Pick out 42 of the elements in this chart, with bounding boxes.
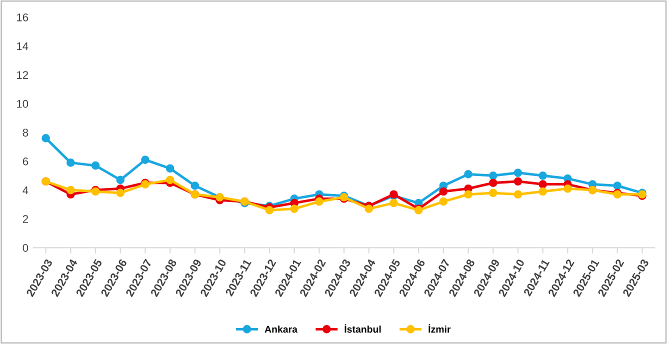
point xyxy=(315,197,324,206)
point xyxy=(538,171,547,180)
point xyxy=(66,158,75,167)
point xyxy=(66,186,75,194)
y-tick-label: 2 xyxy=(22,215,28,223)
legend-label: Ankara xyxy=(264,326,298,333)
point xyxy=(116,188,125,198)
y-tick-label: 8 xyxy=(22,128,28,137)
point xyxy=(166,176,174,184)
point xyxy=(514,177,522,186)
y-tick-label: 4 xyxy=(22,186,28,194)
point xyxy=(488,188,498,198)
y-tick-label: 14 xyxy=(17,42,28,50)
point xyxy=(42,134,50,142)
point xyxy=(464,190,472,199)
point xyxy=(290,204,298,213)
point xyxy=(190,182,200,190)
legend-label: İstanbul xyxy=(344,324,381,333)
point xyxy=(91,161,100,170)
y-tick-label: 0 xyxy=(22,244,28,252)
point xyxy=(488,178,498,188)
point xyxy=(364,204,374,213)
point xyxy=(166,164,174,173)
point xyxy=(439,187,448,196)
y-tick-label: 16 xyxy=(17,13,28,22)
point xyxy=(141,156,150,164)
y-tick-label: 6 xyxy=(22,158,28,166)
point xyxy=(564,184,572,193)
point xyxy=(390,198,398,208)
point xyxy=(116,176,125,184)
point xyxy=(488,171,498,180)
y-tick-label: 12 xyxy=(17,71,28,79)
legend-label: İzmir xyxy=(428,324,451,333)
point xyxy=(464,170,472,178)
point xyxy=(514,190,522,199)
point xyxy=(265,206,274,214)
point xyxy=(613,182,622,190)
point xyxy=(538,180,547,188)
y-tick-label: 10 xyxy=(17,100,28,108)
point xyxy=(538,187,547,196)
point xyxy=(439,197,448,206)
point xyxy=(514,168,522,177)
